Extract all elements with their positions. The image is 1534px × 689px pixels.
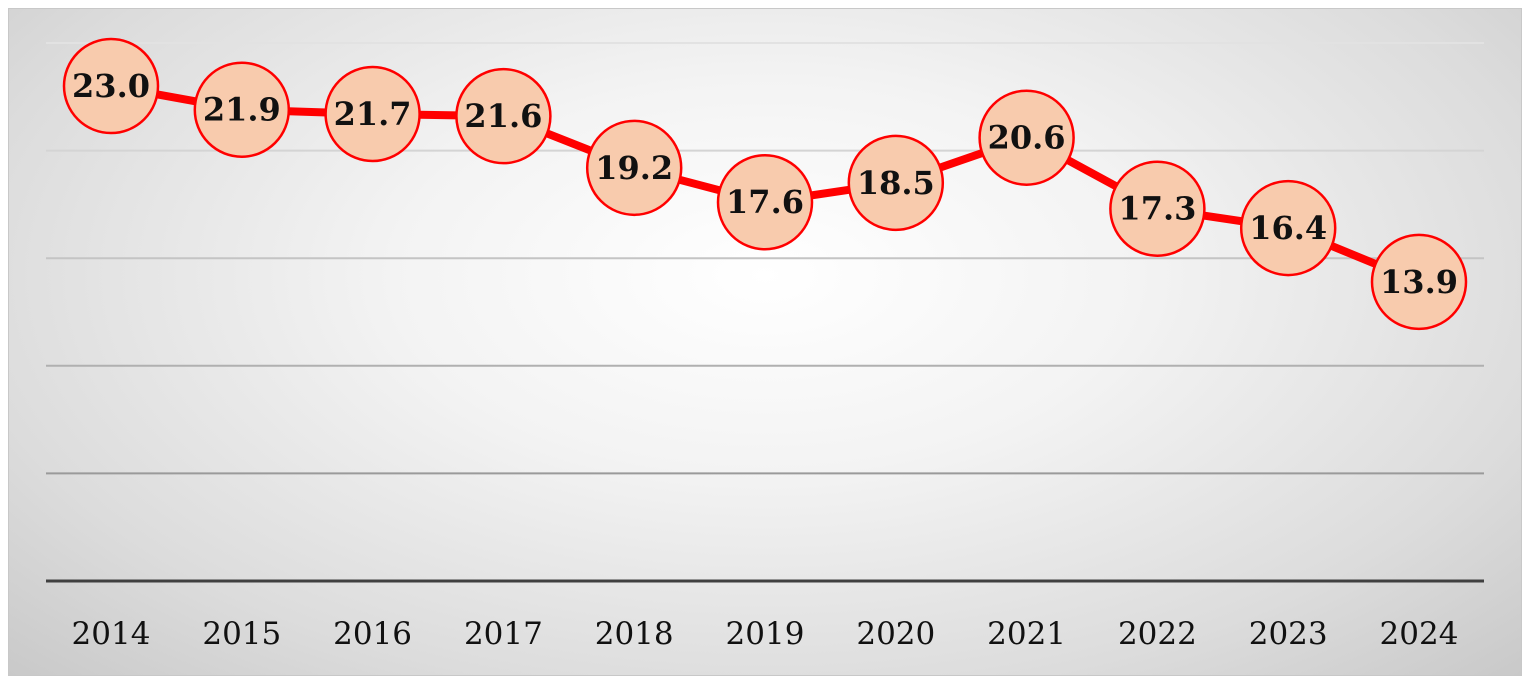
data-label: 20.6	[988, 119, 1066, 157]
data-marker	[62, 37, 160, 135]
x-tick-labels: 2014 2015 2016 2017 2018 2019 2020 2021 2022 2023…	[72, 616, 1459, 652]
data-marker	[324, 65, 421, 163]
data-label: 13.9	[1380, 263, 1458, 301]
data-markers: 23.0 21.9 21.7 21.6 19.2 17.6 18.5 20.6 17.3 16.4…	[62, 37, 1468, 331]
x-tick-label: 2015	[202, 616, 281, 652]
data-point: 17.6	[716, 153, 814, 251]
data-point: 18.5	[847, 134, 945, 232]
x-tick-label: 2023	[1249, 616, 1328, 652]
data-point: 13.9	[1370, 233, 1468, 331]
data-marker	[847, 134, 945, 232]
data-point: 21.9	[193, 61, 291, 158]
data-label: 19.2	[595, 149, 673, 187]
data-marker	[585, 119, 683, 217]
data-point: 16.4	[1239, 179, 1337, 277]
x-tick-label: 2014	[72, 616, 151, 652]
data-label: 16.4	[1249, 209, 1327, 247]
x-tick-label: 2018	[595, 616, 674, 652]
data-marker	[1239, 179, 1337, 277]
x-tick-label: 2017	[464, 616, 543, 652]
gridlines	[46, 42, 1484, 475]
data-label: 21.9	[203, 91, 281, 129]
data-point: 17.3	[1109, 160, 1206, 257]
data-label: 21.6	[464, 97, 542, 135]
data-label: 17.6	[726, 183, 804, 221]
data-marker	[716, 153, 814, 251]
data-point: 21.6	[455, 67, 552, 165]
data-marker	[1109, 160, 1206, 257]
data-point: 23.0	[62, 37, 160, 135]
data-label: 23.0	[72, 67, 150, 105]
data-marker	[455, 67, 552, 165]
data-marker	[1370, 233, 1468, 331]
x-tick-label: 2021	[987, 616, 1066, 652]
data-marker	[978, 89, 1075, 186]
data-label: 21.7	[334, 95, 412, 133]
x-tick-label: 2016	[333, 616, 412, 652]
x-tick-label: 2022	[1118, 616, 1197, 652]
data-label: 17.3	[1118, 190, 1196, 228]
data-point: 20.6	[978, 89, 1075, 186]
x-tick-label: 2019	[726, 616, 805, 652]
data-point: 19.2	[585, 119, 683, 217]
x-tick-label: 2020	[856, 616, 935, 652]
data-point: 21.7	[324, 65, 421, 163]
data-label: 18.5	[857, 164, 935, 202]
x-tick-label: 2024	[1380, 616, 1459, 652]
data-marker	[193, 61, 291, 158]
